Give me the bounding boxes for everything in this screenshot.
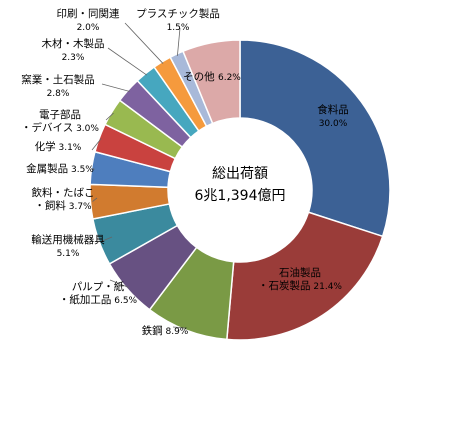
leader-line-group xyxy=(91,22,187,329)
center-value: 6兆1,394億円 xyxy=(195,188,286,204)
slice-label-1: 食料品 30.0% xyxy=(317,103,349,129)
slice-label-9: 電子部品・デバイス 3.0% xyxy=(21,108,99,134)
center-title: 総出荷額 xyxy=(212,166,268,182)
label-group: 食料品 30.0% 石油製品・石炭製品 21.4% 鉄鋼 8.9% パルプ・紙・紙加工品… xyxy=(21,7,349,337)
slice-label-14: その他 6.2% xyxy=(183,70,241,83)
slice-label-4: パルプ・紙・紙加工品 6.5% xyxy=(59,280,138,306)
leader-line-3 xyxy=(172,326,187,329)
leader-line-10 xyxy=(101,83,130,92)
leader-line-12 xyxy=(124,22,164,64)
slice-label-13: プラスチック製品 1.5% xyxy=(136,7,220,33)
slice-group xyxy=(89,39,391,341)
slice-14 xyxy=(182,39,241,125)
slice-label-10: 窯業・土石製品 2.8% xyxy=(21,73,95,99)
slice-2 xyxy=(226,211,384,341)
leader-line-9 xyxy=(105,112,114,121)
leader-line-4 xyxy=(109,279,129,288)
leader-line-11 xyxy=(107,47,147,76)
slice-label-11: 木材・木製品 2.3% xyxy=(42,37,105,63)
slice-1 xyxy=(239,39,391,238)
slice-label-5: 輸送用機械器具 5.1% xyxy=(31,233,105,259)
slice-label-2: 石油製品・石炭製品 21.4% xyxy=(258,266,342,292)
slice-label-7: 金属製品 3.5% xyxy=(26,162,94,175)
slice-label-3: 鉄鋼 8.9% xyxy=(142,324,189,337)
leader-line-13 xyxy=(177,27,181,56)
slice-label-12: 印刷・同関連 2.0% xyxy=(57,7,120,33)
leader-line-8 xyxy=(91,138,102,151)
slice-label-6: 飲料・たばこ・飼料 3.7% xyxy=(32,186,95,212)
leader-line-6 xyxy=(92,197,98,202)
slice-label-8: 化学 3.1% xyxy=(35,140,82,153)
leader-line-5 xyxy=(101,236,113,242)
